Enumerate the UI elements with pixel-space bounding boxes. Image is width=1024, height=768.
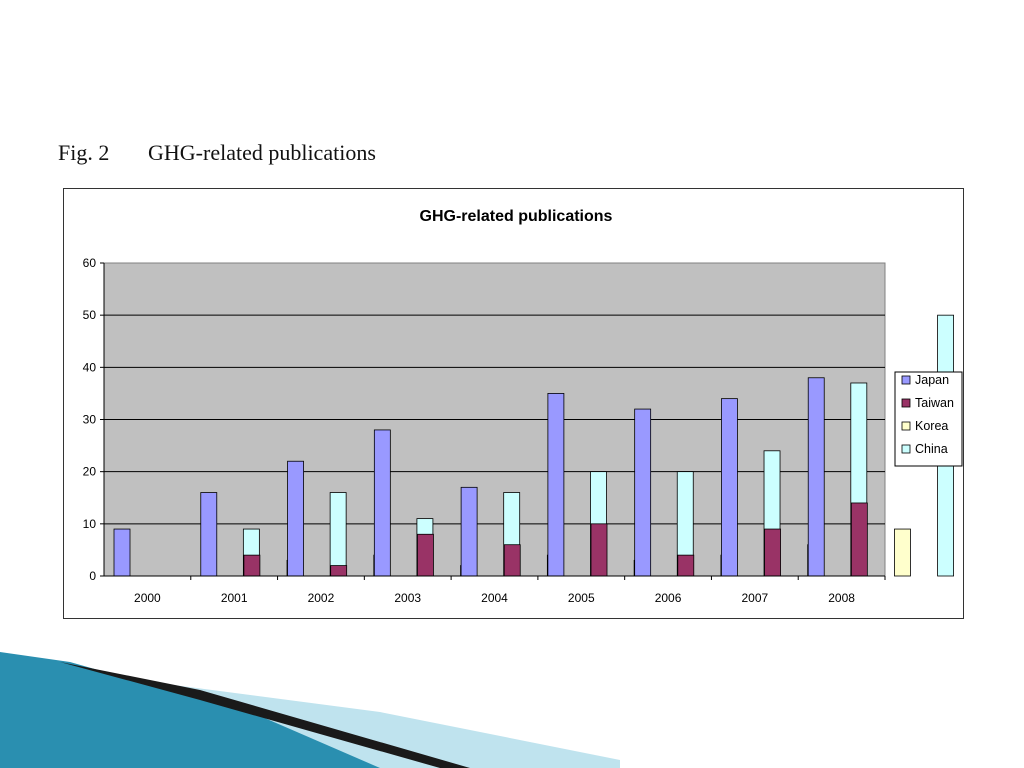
gridlines	[104, 314, 885, 525]
bar-korea-2008	[894, 528, 911, 577]
bar-japan-2002	[287, 460, 304, 577]
swoosh-teal	[0, 652, 380, 768]
chart-title: GHG-related publications	[420, 208, 613, 225]
x-tick-label: 2001	[221, 591, 248, 605]
bar-taiwan-2002	[330, 565, 348, 577]
y-tick-label: 10	[83, 517, 97, 531]
bar-japan-2007	[721, 398, 738, 577]
bar-japan-2008	[807, 377, 825, 577]
x-tick-label: 2008	[828, 591, 855, 605]
bar-japan-2000	[113, 528, 131, 577]
legend: Japan Taiwan Korea China	[894, 371, 963, 467]
figure-title: GHG-related publications	[148, 140, 376, 165]
x-tick-label: 2000	[134, 591, 161, 605]
y-tick-label: 20	[83, 465, 97, 479]
legend-label-taiwan: Taiwan	[915, 396, 954, 410]
figure-number: Fig. 2	[58, 140, 110, 165]
y-tick-label: 0	[89, 569, 96, 583]
legend-swatch-taiwan	[901, 398, 911, 408]
bar-chart: GHG-related publications 0 10 20 30 40 50 60 20…	[83, 208, 963, 605]
y-tick-label: 30	[83, 413, 97, 427]
bar-taiwan-2003	[417, 533, 434, 577]
bar-taiwan-2001	[243, 554, 261, 577]
bar-japan-2005	[547, 393, 565, 577]
bar-taiwan-2006	[677, 554, 695, 577]
y-tick-label: 60	[83, 256, 97, 270]
x-tick-label: 2002	[308, 591, 335, 605]
legend-swatch-korea	[901, 421, 911, 431]
figure-caption: Fig. 2 GHG-related publications	[58, 140, 376, 166]
bar-japan-2006	[634, 408, 652, 577]
legend-label-china: China	[915, 442, 948, 456]
legend-swatch-japan	[901, 375, 911, 385]
bar-china-2001	[329, 492, 347, 577]
axes: 0 10 20 30 40 50 60 2000 2001 2002 2003 2004 2005 200…	[83, 256, 886, 605]
y-tick-label: 40	[83, 360, 97, 374]
bar-taiwan-2005	[590, 523, 608, 577]
x-tick-label: 2007	[741, 591, 768, 605]
swoosh-dark	[60, 662, 470, 768]
chart-frame: GHG-related publications 0 10 20 30 40 50 60 20…	[63, 188, 964, 619]
legend-swatch-china	[901, 444, 911, 454]
bar-taiwan-2008	[850, 502, 868, 577]
x-tick-label: 2003	[394, 591, 421, 605]
bar-taiwan-2007	[764, 528, 781, 577]
bar-japan-2004	[460, 486, 478, 577]
x-tick-label: 2004	[481, 591, 508, 605]
legend-label-korea: Korea	[915, 419, 948, 433]
x-tick-label: 2006	[655, 591, 682, 605]
bar-taiwan-2004	[503, 544, 521, 577]
bar-japan-2001	[200, 492, 218, 577]
legend-label-japan: Japan	[915, 373, 949, 387]
bar-japan-2003	[373, 429, 391, 577]
x-tick-label: 2005	[568, 591, 595, 605]
y-tick-label: 50	[83, 308, 97, 322]
